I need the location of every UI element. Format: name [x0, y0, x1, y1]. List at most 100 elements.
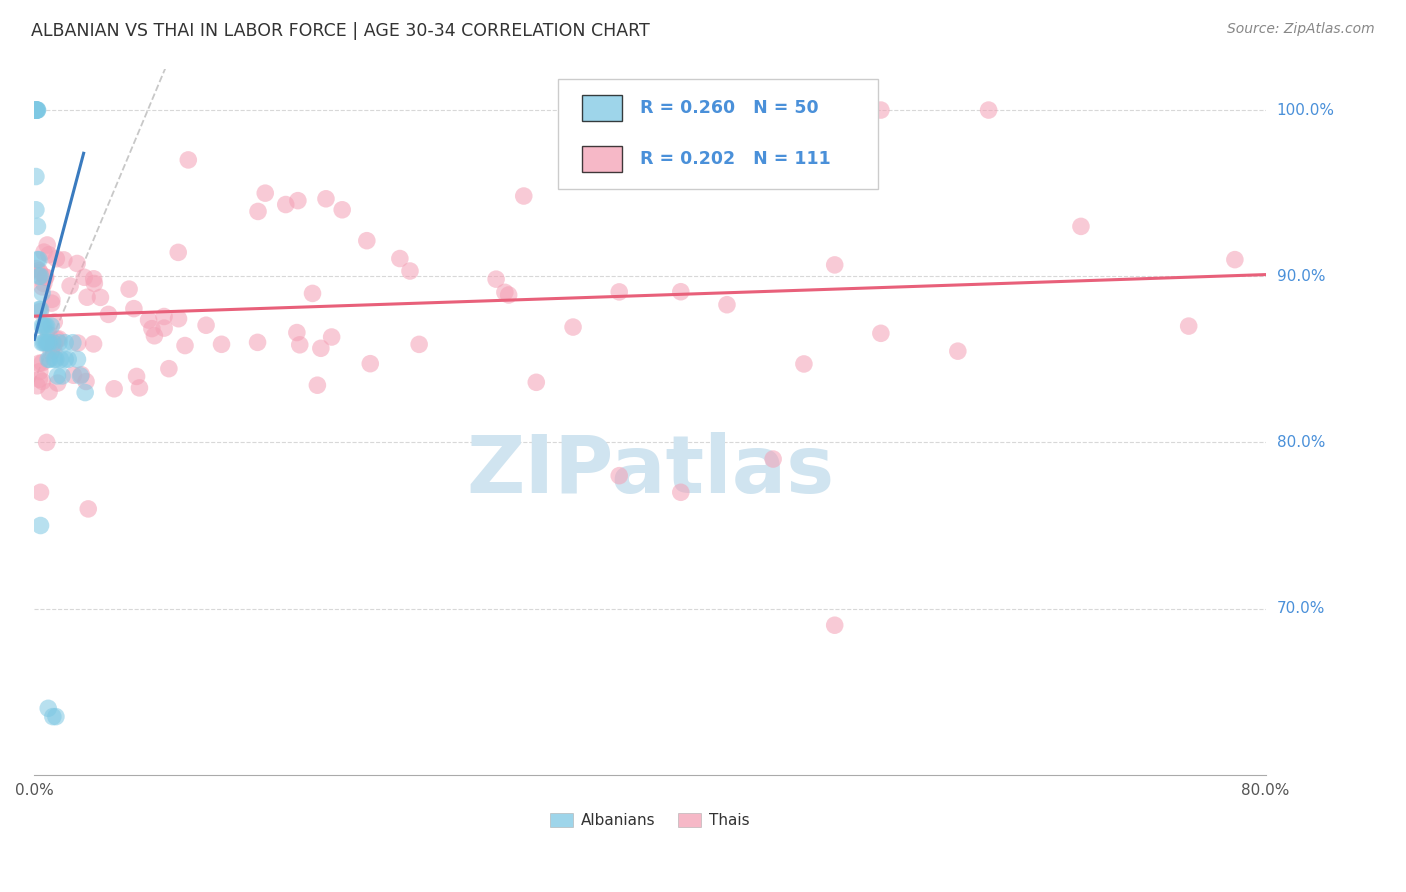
Point [1223, 252, 1246, 267]
Point [138, 313, 160, 327]
Point [498, 288, 520, 302]
Point [32, 335, 55, 350]
Point [49, 352, 72, 367]
Point [167, 245, 190, 260]
Point [48, 332, 70, 346]
Point [69, 368, 91, 383]
Point [28, 266, 51, 280]
Point [28, 263, 51, 277]
Point [315, 192, 337, 206]
Point [287, 194, 309, 208]
Text: 70.0%: 70.0% [1277, 601, 1324, 616]
Point [28, 302, 51, 317]
Point [157, 361, 180, 376]
Point [76, 290, 98, 304]
FancyBboxPatch shape [582, 95, 621, 121]
Point [38, 248, 60, 262]
Point [45, 252, 67, 266]
Point [42, 339, 65, 353]
Point [75, 385, 97, 400]
Point [195, 318, 218, 333]
Point [28, 269, 51, 284]
Point [30, 302, 52, 317]
Point [48, 335, 70, 350]
Point [28, 372, 51, 386]
Point [38, 352, 60, 367]
Point [408, 337, 430, 351]
Point [41, 296, 63, 310]
Point [27, 219, 49, 234]
Point [35, 270, 58, 285]
Point [30, 269, 52, 284]
Text: 100.0%: 100.0% [1277, 103, 1334, 118]
Point [247, 204, 270, 219]
Point [25, 103, 48, 117]
Point [274, 197, 297, 211]
Point [62, 335, 84, 350]
Point [28, 252, 51, 267]
Point [31, 319, 53, 334]
Point [25, 169, 48, 184]
Point [388, 252, 411, 266]
Point [30, 304, 52, 318]
Point [83, 337, 105, 351]
Point [356, 234, 378, 248]
Point [62, 368, 84, 383]
Point [45, 709, 67, 723]
Point [307, 378, 329, 392]
Point [46, 368, 69, 383]
Point [32, 277, 55, 291]
Point [607, 468, 630, 483]
Point [793, 357, 815, 371]
Point [301, 286, 323, 301]
Point [77, 502, 100, 516]
Point [669, 485, 692, 500]
Point [52, 252, 75, 267]
Point [1177, 319, 1199, 334]
Point [46, 376, 69, 390]
Point [37, 701, 59, 715]
Point [83, 277, 105, 291]
Point [125, 369, 148, 384]
Point [28, 356, 51, 370]
Point [30, 518, 52, 533]
Text: Source: ZipAtlas.com: Source: ZipAtlas.com [1227, 22, 1375, 37]
Point [25, 103, 48, 117]
Point [870, 103, 893, 117]
Legend: Albanians, Thais: Albanians, Thais [544, 807, 756, 834]
Point [44, 315, 66, 329]
Point [607, 285, 630, 299]
Point [35, 319, 58, 334]
Point [51, 368, 73, 383]
Point [177, 153, 200, 167]
Point [39, 345, 62, 359]
Point [31, 335, 53, 350]
FancyBboxPatch shape [582, 145, 621, 172]
Point [38, 327, 60, 342]
Point [716, 298, 738, 312]
Point [31, 285, 53, 300]
Point [70, 368, 93, 382]
Point [153, 321, 176, 335]
Point [38, 335, 60, 350]
Point [97, 307, 120, 321]
Point [66, 256, 89, 270]
Point [118, 282, 141, 296]
Point [288, 338, 311, 352]
Point [399, 264, 422, 278]
Point [31, 356, 53, 370]
Point [513, 189, 536, 203]
Point [83, 272, 105, 286]
Point [977, 103, 1000, 117]
Point [32, 319, 55, 334]
Point [254, 186, 277, 201]
Point [66, 352, 89, 367]
Point [669, 285, 692, 299]
Point [27, 103, 49, 117]
Point [1070, 219, 1092, 234]
Point [44, 352, 66, 367]
Point [174, 338, 197, 352]
Point [946, 344, 969, 359]
Point [524, 376, 547, 390]
Point [103, 382, 125, 396]
